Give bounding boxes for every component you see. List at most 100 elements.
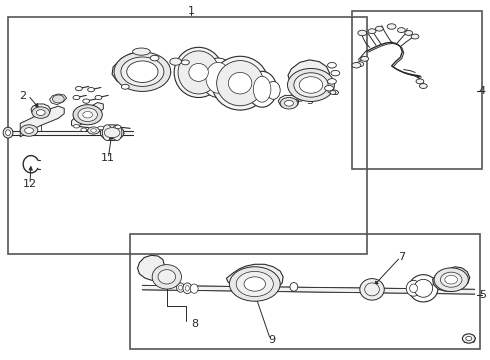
Ellipse shape: [356, 62, 364, 67]
Ellipse shape: [98, 126, 104, 130]
Ellipse shape: [463, 334, 475, 343]
Polygon shape: [328, 90, 339, 95]
Ellipse shape: [73, 105, 102, 125]
Ellipse shape: [328, 78, 336, 84]
Ellipse shape: [190, 284, 198, 293]
Ellipse shape: [288, 68, 334, 102]
Ellipse shape: [133, 48, 150, 55]
Polygon shape: [20, 106, 64, 137]
Ellipse shape: [88, 127, 99, 134]
Ellipse shape: [115, 125, 121, 129]
Ellipse shape: [406, 280, 421, 296]
Ellipse shape: [405, 31, 413, 35]
Ellipse shape: [410, 284, 417, 293]
Ellipse shape: [178, 51, 219, 94]
Ellipse shape: [52, 95, 64, 103]
Ellipse shape: [201, 58, 235, 98]
Ellipse shape: [185, 285, 189, 291]
Ellipse shape: [397, 28, 405, 32]
Polygon shape: [226, 264, 283, 294]
Ellipse shape: [414, 279, 433, 297]
Ellipse shape: [158, 270, 175, 284]
Ellipse shape: [73, 95, 80, 100]
Ellipse shape: [91, 129, 97, 132]
Ellipse shape: [127, 61, 158, 82]
Ellipse shape: [189, 63, 208, 81]
Text: 12: 12: [23, 179, 37, 189]
Bar: [352, 12, 482, 169]
Ellipse shape: [229, 267, 280, 301]
Text: 5: 5: [479, 291, 486, 301]
Ellipse shape: [24, 128, 33, 134]
Ellipse shape: [88, 87, 95, 92]
Ellipse shape: [36, 110, 45, 116]
Ellipse shape: [75, 86, 82, 91]
Text: 1: 1: [188, 6, 195, 16]
Polygon shape: [8, 131, 133, 135]
Ellipse shape: [267, 81, 280, 99]
Ellipse shape: [416, 79, 424, 84]
Ellipse shape: [358, 30, 367, 36]
Text: 8: 8: [192, 319, 199, 329]
Text: 3: 3: [306, 96, 313, 106]
Ellipse shape: [328, 63, 336, 68]
Ellipse shape: [152, 265, 181, 289]
Ellipse shape: [228, 72, 252, 94]
Polygon shape: [138, 255, 164, 280]
Ellipse shape: [121, 57, 164, 86]
Bar: [130, 234, 480, 348]
Text: 11: 11: [101, 153, 115, 163]
Ellipse shape: [100, 125, 124, 140]
Ellipse shape: [32, 107, 49, 118]
Polygon shape: [433, 267, 470, 291]
Ellipse shape: [102, 125, 112, 140]
Ellipse shape: [114, 52, 171, 91]
Ellipse shape: [411, 34, 419, 39]
Ellipse shape: [368, 29, 376, 33]
Ellipse shape: [181, 60, 189, 65]
Ellipse shape: [441, 272, 462, 287]
Ellipse shape: [434, 268, 468, 292]
Ellipse shape: [78, 108, 98, 122]
Ellipse shape: [170, 58, 181, 65]
Ellipse shape: [360, 279, 384, 300]
Ellipse shape: [466, 336, 472, 341]
Ellipse shape: [387, 24, 396, 29]
Ellipse shape: [253, 76, 271, 102]
Ellipse shape: [285, 100, 294, 106]
Ellipse shape: [74, 125, 79, 128]
Ellipse shape: [352, 63, 361, 68]
Ellipse shape: [212, 56, 269, 110]
Ellipse shape: [20, 125, 38, 136]
Ellipse shape: [325, 85, 333, 91]
Text: 2: 2: [19, 91, 26, 101]
Text: 10: 10: [463, 334, 477, 345]
Ellipse shape: [299, 77, 323, 93]
Ellipse shape: [178, 285, 182, 290]
Ellipse shape: [176, 283, 184, 292]
Bar: [8, 17, 367, 253]
Ellipse shape: [236, 271, 273, 297]
Ellipse shape: [83, 112, 93, 118]
Polygon shape: [72, 103, 103, 127]
Ellipse shape: [81, 128, 87, 132]
Text: 6: 6: [435, 279, 441, 289]
Ellipse shape: [375, 26, 383, 31]
Ellipse shape: [150, 55, 159, 61]
Ellipse shape: [112, 125, 122, 140]
Ellipse shape: [365, 283, 379, 296]
Ellipse shape: [419, 84, 427, 89]
Ellipse shape: [217, 60, 264, 106]
Polygon shape: [31, 104, 50, 116]
Ellipse shape: [95, 95, 102, 100]
Ellipse shape: [361, 57, 368, 61]
Ellipse shape: [3, 127, 13, 138]
Ellipse shape: [122, 84, 129, 89]
Polygon shape: [288, 60, 330, 87]
Ellipse shape: [174, 47, 223, 98]
Ellipse shape: [5, 130, 10, 135]
Ellipse shape: [294, 73, 328, 97]
Polygon shape: [143, 285, 475, 294]
Ellipse shape: [330, 91, 336, 94]
Ellipse shape: [280, 98, 298, 109]
